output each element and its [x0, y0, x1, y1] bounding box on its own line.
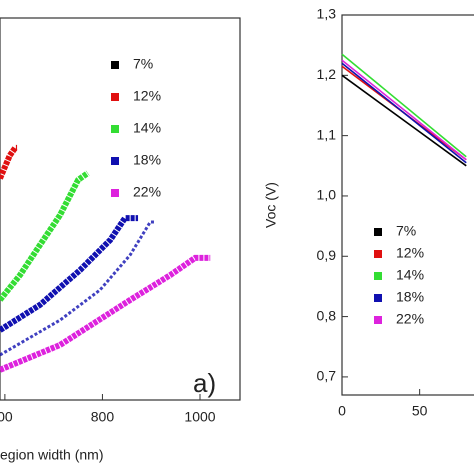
data-line	[341, 59, 467, 161]
legend-label: 18%	[133, 152, 161, 168]
x-tick-label: 0	[338, 403, 346, 419]
legend-swatch	[374, 294, 382, 302]
left-frame	[0, 17, 241, 401]
right-frame	[341, 14, 474, 396]
data-series	[0, 170, 90, 302]
legend-swatch	[374, 272, 382, 280]
legend-label: 18%	[396, 289, 424, 305]
legend-swatch	[111, 93, 119, 101]
x-axis-title: egion width (nm)	[0, 447, 104, 463]
legend-swatch	[111, 125, 119, 133]
legend-label: 22%	[396, 311, 424, 327]
legend-label: 12%	[396, 245, 424, 261]
y-tick-label: 1,1	[317, 126, 337, 142]
legend-swatch	[374, 316, 382, 324]
y-tick-label: 0,7	[317, 368, 337, 384]
y-tick-label: 1,2	[317, 66, 337, 82]
legend-swatch	[111, 189, 119, 197]
legend-label: 7%	[133, 56, 153, 72]
legend-label: 22%	[133, 184, 161, 200]
x-tick-label: 00	[0, 409, 13, 425]
x-tick-label: 1000	[184, 409, 215, 425]
y-tick-label: 0,8	[317, 307, 337, 323]
data-series	[0, 215, 139, 333]
legend-label: 14%	[133, 120, 161, 136]
x-tick-label: 800	[91, 409, 115, 425]
y-tick-label: 1,0	[317, 187, 337, 203]
y-tick-label: 0,9	[317, 247, 337, 263]
data-line	[341, 53, 467, 158]
panel-label: a)	[193, 368, 216, 398]
legend-swatch	[111, 61, 119, 69]
legend-label: 14%	[396, 267, 424, 283]
legend-swatch	[374, 250, 382, 258]
data-line	[341, 74, 467, 167]
legend-swatch	[111, 157, 119, 165]
y-axis-title: Voc (V)	[263, 182, 279, 228]
legend-label: 12%	[133, 88, 161, 104]
data-line	[341, 62, 467, 164]
legend-swatch	[374, 228, 382, 236]
data-series	[0, 254, 211, 373]
legend-label: 7%	[396, 223, 416, 239]
x-tick-label: 50	[412, 403, 428, 419]
data-series	[0, 220, 156, 357]
data-series	[0, 144, 18, 180]
y-tick-label: 1,3	[317, 6, 337, 22]
